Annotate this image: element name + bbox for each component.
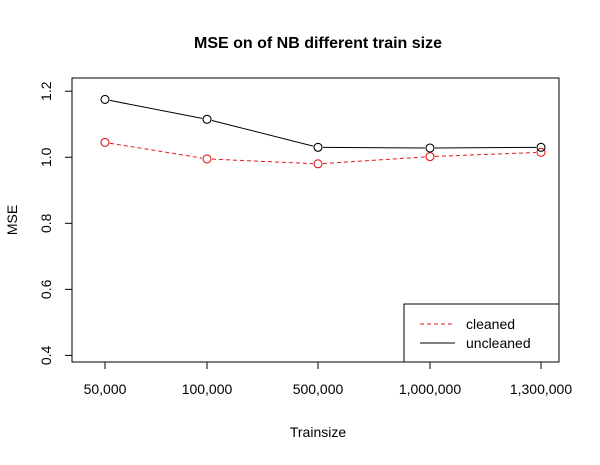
x-axis: 50,000 100,000 500,000 1,000,000 1,300,000 <box>84 361 572 397</box>
data-point <box>536 147 546 157</box>
chart-title: MSE on of NB different train size <box>194 35 442 52</box>
y-tick-label: 0.6 <box>38 279 54 299</box>
legend-label-cleaned: cleaned <box>466 316 515 332</box>
series-line-segment <box>211 120 314 147</box>
data-point <box>425 143 435 153</box>
y-tick-label: 1.2 <box>38 81 54 101</box>
series-line-segment <box>322 146 426 149</box>
series-cleaned <box>100 137 546 169</box>
data-point <box>202 154 212 164</box>
data-point <box>100 137 110 147</box>
series-line-segment <box>109 99 203 119</box>
series-line-segment <box>109 142 203 159</box>
y-tick-label: 1.0 <box>38 147 54 167</box>
data-point <box>202 114 212 124</box>
data-point <box>425 152 435 162</box>
series-layer <box>100 94 546 169</box>
x-tick-label: 1,300,000 <box>510 381 572 397</box>
x-tick-label: 1,000,000 <box>399 381 461 397</box>
series-line-segment <box>322 156 426 165</box>
x-tick-label: 500,000 <box>293 381 344 397</box>
series-line-segment <box>434 151 537 157</box>
legend-label-uncleaned: uncleaned <box>466 335 531 351</box>
data-point <box>100 94 110 105</box>
data-point <box>313 142 323 152</box>
x-axis-label: Trainsize <box>290 424 346 440</box>
y-axis: 0.4 0.6 0.8 1.0 1.2 <box>38 81 73 365</box>
legend-box <box>403 303 560 363</box>
series-uncleaned <box>100 94 546 153</box>
legend: cleaned uncleaned <box>403 303 560 363</box>
y-axis-label: MSE <box>4 205 20 235</box>
x-tick-label: 50,000 <box>84 381 127 397</box>
series-line-segment <box>434 146 537 149</box>
y-tick-label: 0.4 <box>38 345 54 365</box>
x-tick-label: 100,000 <box>182 381 233 397</box>
data-point <box>536 142 546 152</box>
y-tick-label: 0.8 <box>38 213 54 233</box>
data-point <box>313 159 323 169</box>
series-line-segment <box>211 158 314 165</box>
